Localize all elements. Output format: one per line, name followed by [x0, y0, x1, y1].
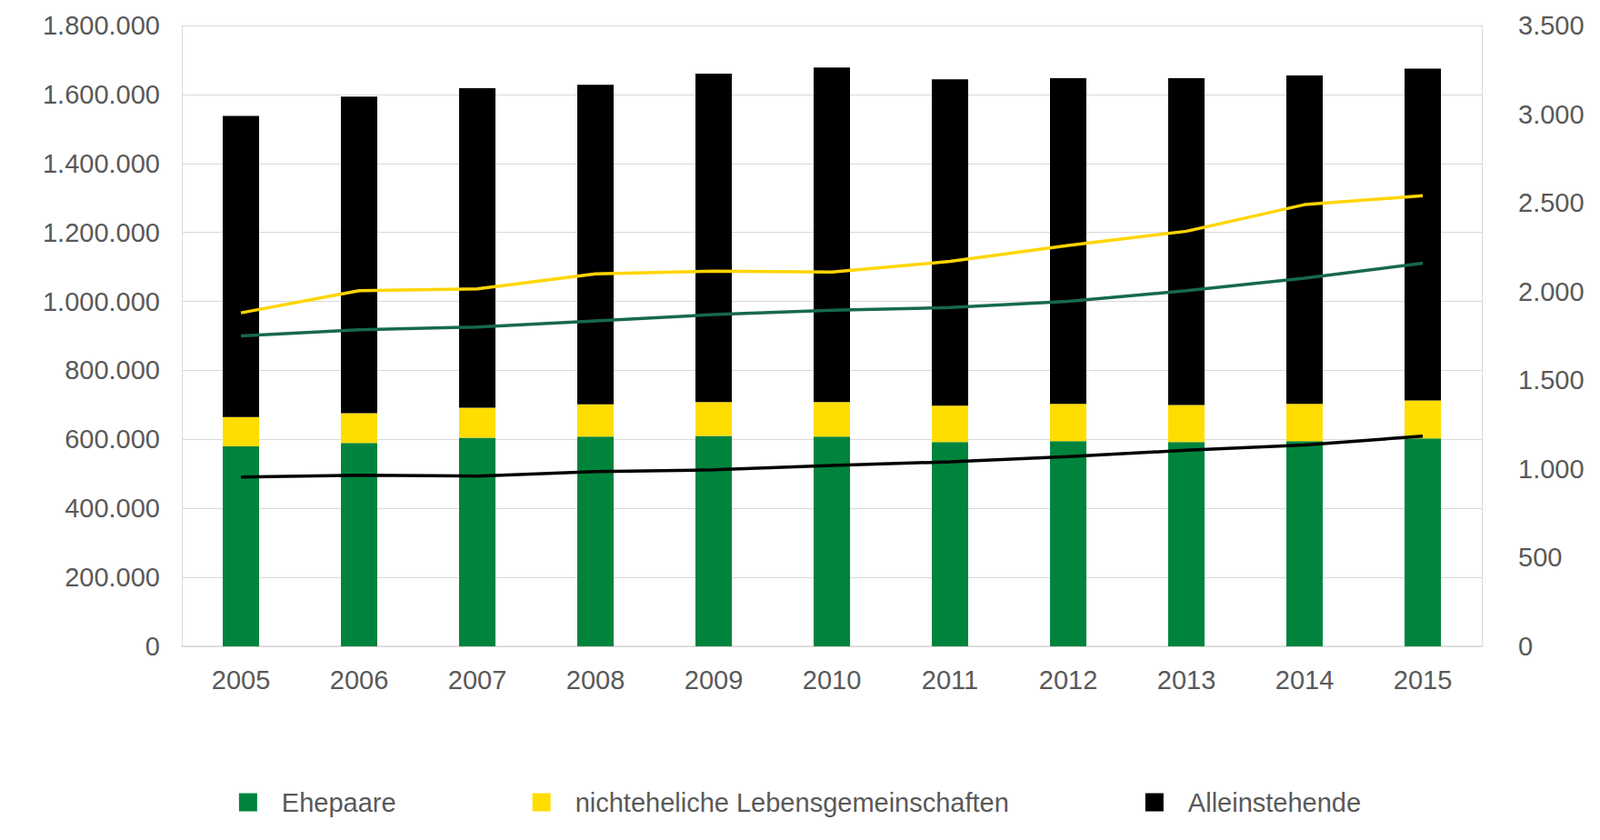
svg-text:2012: 2012	[1039, 665, 1099, 695]
svg-text:1.200.000: 1.200.000	[42, 218, 160, 248]
svg-text:2013: 2013	[1157, 665, 1217, 695]
svg-text:800.000: 800.000	[64, 355, 160, 385]
svg-text:1.000.000: 1.000.000	[42, 287, 160, 317]
svg-text:500: 500	[1518, 542, 1562, 572]
svg-text:2.000: 2.000	[1518, 277, 1585, 307]
svg-text:1.500: 1.500	[1518, 365, 1585, 395]
svg-text:Ehepaare: Ehepaare	[281, 788, 397, 818]
svg-text:3.500: 3.500	[1518, 10, 1585, 40]
svg-text:1.600.000: 1.600.000	[42, 80, 160, 110]
svg-text:3.000: 3.000	[1518, 100, 1585, 130]
svg-text:600.000: 600.000	[64, 424, 160, 454]
svg-text:400.000: 400.000	[64, 493, 160, 523]
svg-text:1.000: 1.000	[1518, 454, 1585, 484]
svg-text:2015: 2015	[1393, 665, 1453, 695]
svg-text:2007: 2007	[448, 665, 508, 695]
svg-text:2.500: 2.500	[1518, 188, 1585, 218]
svg-text:0: 0	[145, 631, 160, 661]
svg-text:nichteheliche Lebensgemeinscha: nichteheliche Lebensgemeinschaften	[575, 788, 1010, 818]
svg-text:1.800.000: 1.800.000	[42, 10, 160, 40]
svg-text:2014: 2014	[1275, 665, 1335, 695]
svg-text:Alleinstehende: Alleinstehende	[1188, 788, 1361, 818]
svg-text:2008: 2008	[566, 665, 626, 695]
svg-text:2011: 2011	[921, 665, 979, 695]
svg-text:1.400.000: 1.400.000	[42, 149, 160, 179]
svg-text:0: 0	[1518, 631, 1533, 661]
svg-text:200.000: 200.000	[64, 562, 160, 592]
svg-text:2010: 2010	[802, 665, 862, 695]
svg-text:2006: 2006	[330, 665, 390, 695]
svg-text:2009: 2009	[684, 665, 744, 695]
svg-text:2005: 2005	[211, 665, 271, 695]
